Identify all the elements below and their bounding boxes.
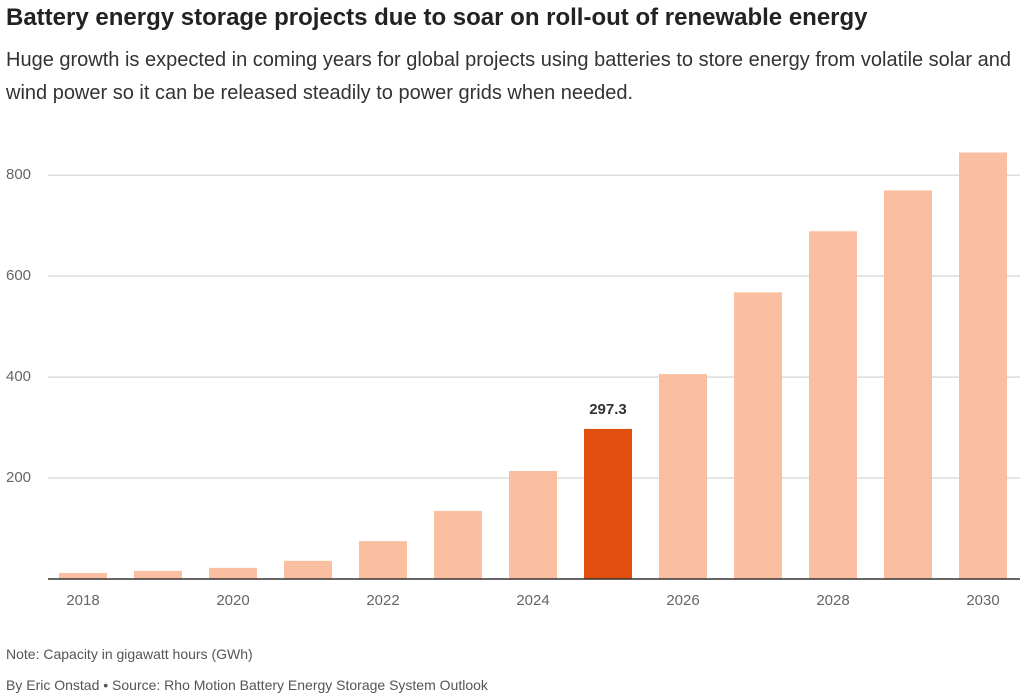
- bar: [584, 428, 632, 579]
- x-tick-label: 2018: [66, 592, 99, 609]
- chart-title: Battery energy storage projects due to s…: [6, 4, 868, 31]
- x-tick-label: 2026: [666, 592, 699, 609]
- bar: [434, 510, 482, 579]
- bar: [884, 190, 932, 579]
- x-tick-label: 2030: [966, 592, 999, 609]
- bar: [209, 567, 257, 579]
- y-tick-label: 800: [6, 166, 31, 183]
- x-tick-label: 2020: [216, 592, 249, 609]
- bar: [659, 374, 707, 579]
- x-tick-label: 2024: [516, 592, 549, 609]
- bar: [359, 541, 407, 579]
- bar: [509, 470, 557, 579]
- bar: [809, 231, 857, 580]
- value-label: 297.3: [589, 401, 627, 418]
- y-tick-label: 200: [6, 469, 31, 486]
- bar: [134, 570, 182, 579]
- note: Note: Capacity in gigawatt hours (GWh): [6, 646, 253, 662]
- x-tick-label: 2028: [816, 592, 849, 609]
- bar: [59, 572, 107, 579]
- bar: [284, 560, 332, 579]
- source: By Eric Onstad • Source: Rho Motion Batt…: [6, 677, 488, 693]
- chart-subtitle: Huge growth is expected in coming years …: [6, 49, 1011, 104]
- bar: [734, 292, 782, 579]
- y-tick-label: 400: [6, 368, 31, 385]
- x-tick-label: 2022: [366, 592, 399, 609]
- y-tick-label: 600: [6, 267, 31, 284]
- bar: [959, 152, 1007, 579]
